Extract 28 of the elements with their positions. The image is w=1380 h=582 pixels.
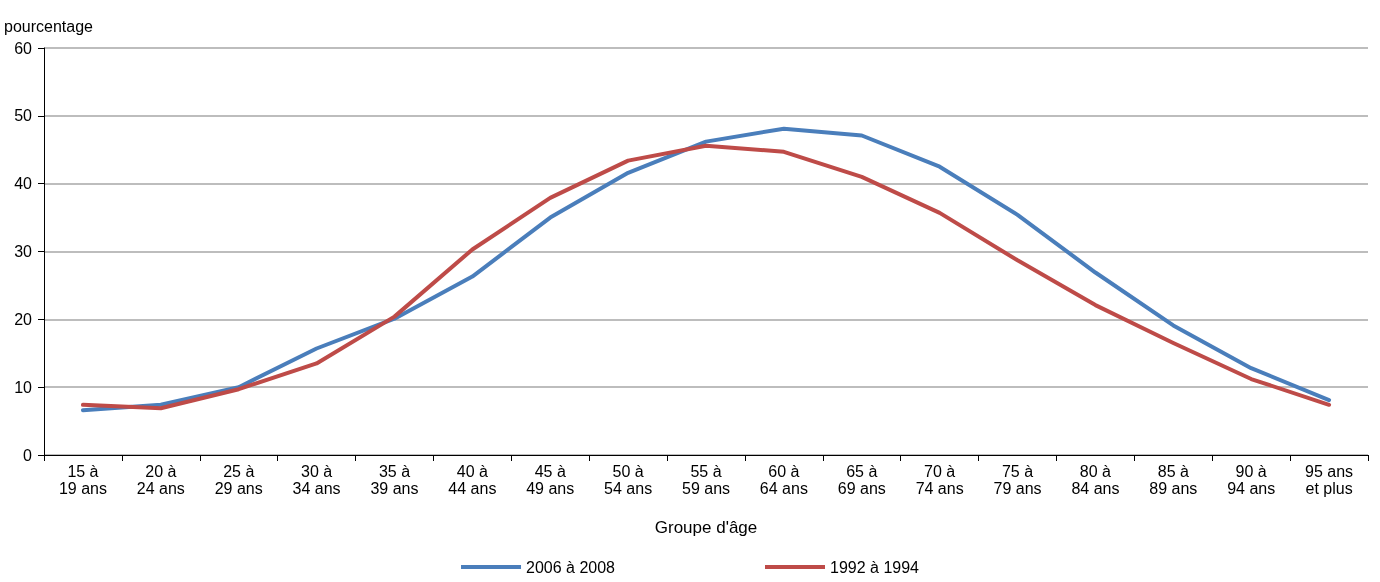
y-tick-label: 50: [14, 107, 33, 125]
x-tick-label: 40 à 44 ans: [448, 463, 497, 497]
y-tick-label: 0: [23, 446, 33, 464]
x-tick-label: 90 à 94 ans: [1227, 463, 1276, 497]
y-axis-title: pourcentage: [4, 17, 94, 35]
x-tick-label: 30 à 34 ans: [292, 463, 341, 497]
x-tick-label: 25 à 29 ans: [214, 463, 263, 497]
x-tick-label: 20 à 24 ans: [136, 463, 185, 497]
x-tick-label: 60 à 64 ans: [759, 463, 808, 497]
x-tick-label: 75 à 79 ans: [993, 463, 1042, 497]
y-tick-label: 60: [14, 39, 33, 57]
x-tick-label: 85 à 89 ans: [1149, 463, 1198, 497]
y-tick-label: 40: [14, 175, 33, 193]
x-tick-label: 55 à 59 ans: [681, 463, 731, 497]
x-tick-label: 35 à 39 ans: [370, 463, 419, 497]
legend-label: 2006 à 2008: [526, 558, 616, 576]
x-tick-label: 15 à 19 ans: [58, 463, 107, 497]
legend-label: 1992 à 1994: [830, 558, 920, 576]
x-tick-label: 45 à 49 ans: [526, 463, 575, 497]
x-tick-label: 95 ans et plus: [1305, 463, 1354, 497]
y-tick-label: 10: [14, 378, 33, 396]
y-tick-label: 30: [14, 243, 33, 260]
x-tick-label: 65 à 69 ans: [837, 463, 886, 497]
y-tick-label: 20: [14, 310, 33, 328]
x-axis-title: Groupe d'âge: [654, 518, 758, 537]
x-tick-label: 70 à 74 ans: [915, 463, 964, 497]
x-tick-label: 50 à 54 ans: [604, 463, 653, 497]
x-tick-label: 80 à 84 ans: [1071, 463, 1120, 497]
